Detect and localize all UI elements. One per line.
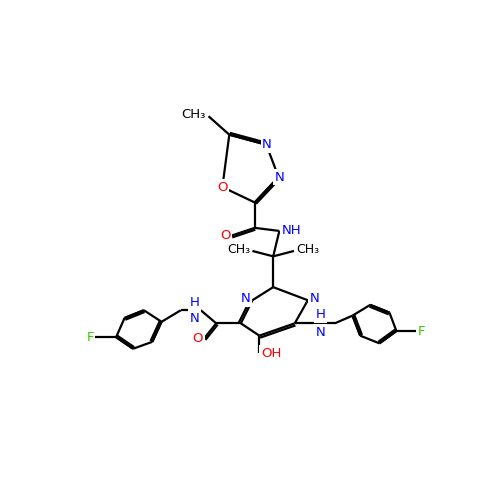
Text: O: O [192, 332, 203, 345]
Text: OH: OH [261, 347, 281, 360]
Text: H: H [190, 296, 200, 308]
Text: N: N [241, 292, 251, 305]
Text: O: O [217, 180, 228, 194]
Text: CH₃: CH₃ [181, 108, 206, 121]
Text: N: N [262, 138, 272, 151]
Text: N: N [190, 312, 200, 325]
Text: CH₃: CH₃ [296, 243, 320, 256]
Text: NH: NH [282, 224, 302, 236]
Text: H: H [316, 308, 326, 321]
Text: CH₃: CH₃ [227, 243, 250, 256]
Text: N: N [274, 170, 284, 183]
Text: F: F [418, 324, 426, 338]
Text: N: N [310, 292, 319, 305]
Text: N: N [316, 326, 326, 338]
Text: O: O [220, 229, 231, 242]
Text: F: F [86, 330, 94, 344]
